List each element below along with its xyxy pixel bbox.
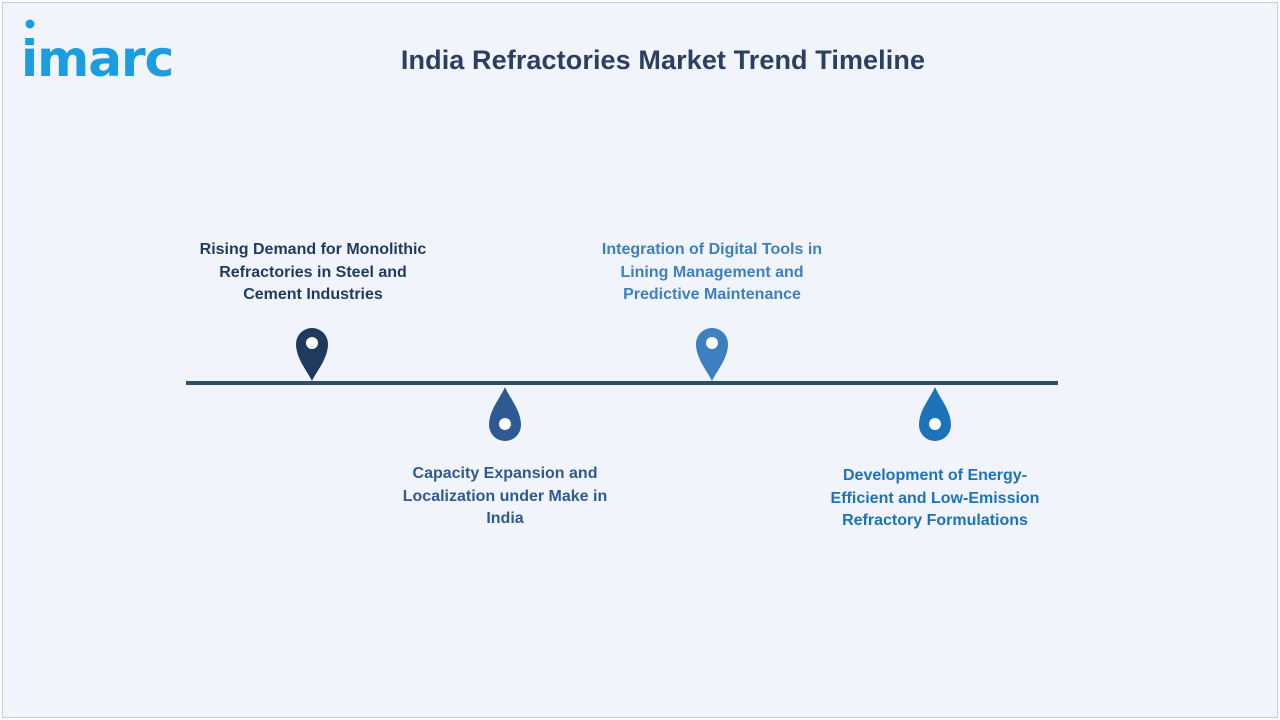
event-4-droplet-icon	[919, 387, 951, 441]
timeline-line	[186, 381, 1058, 385]
event-2-label: Capacity Expansion and Localization unde…	[402, 465, 608, 527]
event-1-label: Rising Demand for Monolithic Refractorie…	[199, 241, 427, 303]
page-title: India Refractories Market Trend Timeline	[400, 45, 926, 75]
event-3-label: Integration of Digital Tools in Lining M…	[601, 241, 823, 303]
logo-text: imarc	[23, 30, 173, 83]
event-1-map-pin-icon	[296, 328, 328, 381]
event-3-map-pin-icon	[696, 328, 728, 381]
imarc-logo: imarc	[23, 19, 174, 83]
logo-dot	[25, 19, 35, 29]
event-4-label: Development of Energy-Efficient and Low-…	[830, 467, 1040, 529]
event-2-droplet-icon	[489, 387, 521, 441]
